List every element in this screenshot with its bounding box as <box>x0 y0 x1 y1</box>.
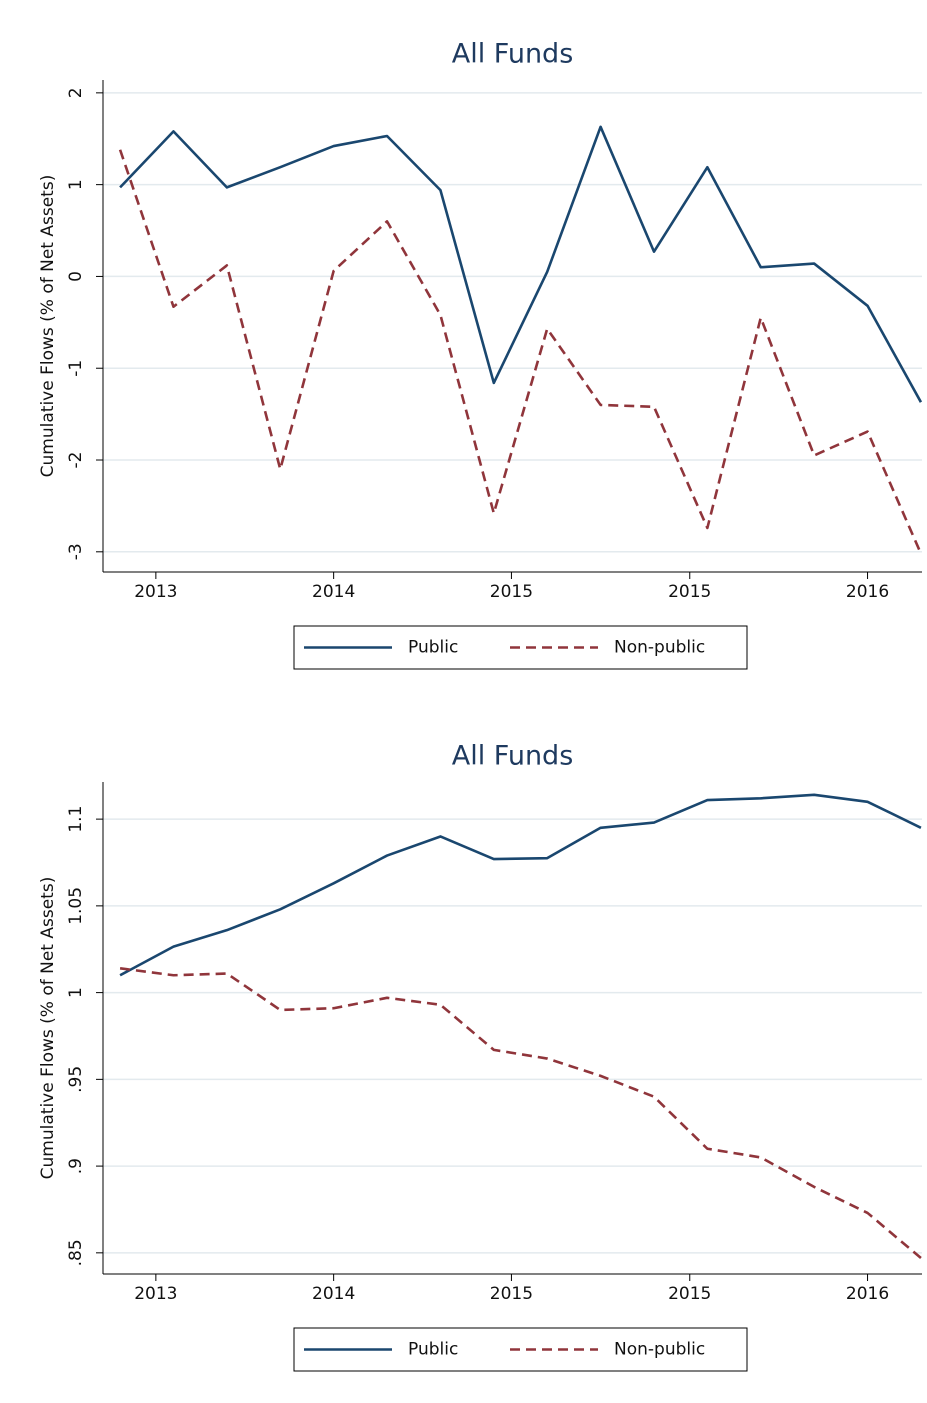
x-tick-label: 2015 <box>668 1284 711 1304</box>
legend-label: Public <box>408 1340 458 1360</box>
legend-label: Non-public <box>614 638 705 658</box>
legend-label: Non-public <box>614 1340 705 1360</box>
y-tick-label: -3 <box>66 543 86 560</box>
y-tick-label: .95 <box>66 1066 86 1093</box>
y-tick-label: 0 <box>66 271 86 282</box>
x-tick-label: 2013 <box>134 582 177 602</box>
y-tick-label: -1 <box>66 360 86 377</box>
y-tick-label: 2 <box>66 87 86 98</box>
legend-box <box>293 1327 748 1372</box>
x-tick-label: 2015 <box>490 1284 533 1304</box>
y-tick-label: 1 <box>66 987 86 998</box>
y-tick-label: .9 <box>66 1158 86 1174</box>
series-line <box>118 149 923 555</box>
y-tick-label: 1 <box>66 179 86 190</box>
series-line <box>119 793 922 977</box>
chart: All Funds Cumulative Flows (% of Net Asse… <box>38 39 923 670</box>
y-tick-label: -2 <box>66 452 86 469</box>
x-tick-label: 2015 <box>668 582 711 602</box>
legend-label: Public <box>408 638 458 658</box>
series-line <box>119 967 922 1260</box>
chart: All Funds Cumulative Flows (% of Net Asse… <box>38 741 922 1372</box>
x-tick-label: 2016 <box>846 582 889 602</box>
y-tick-label: 1.05 <box>66 887 86 925</box>
x-tick-label: 2016 <box>846 1284 889 1304</box>
x-tick-label: 2014 <box>312 582 355 602</box>
y-axis-label: Cumulative Flows (% of Net Assets) <box>38 175 58 478</box>
chart-title: All Funds <box>452 39 574 70</box>
y-tick-label: .85 <box>66 1239 86 1266</box>
y-axis-label: Cumulative Flows (% of Net Assets) <box>38 877 58 1180</box>
x-tick-label: 2015 <box>490 582 533 602</box>
x-tick-label: 2014 <box>312 1284 355 1304</box>
x-tick-label: 2013 <box>134 1284 177 1304</box>
chart-title: All Funds <box>452 741 574 772</box>
series-line <box>119 125 923 403</box>
y-tick-label: 1.1 <box>66 806 86 833</box>
